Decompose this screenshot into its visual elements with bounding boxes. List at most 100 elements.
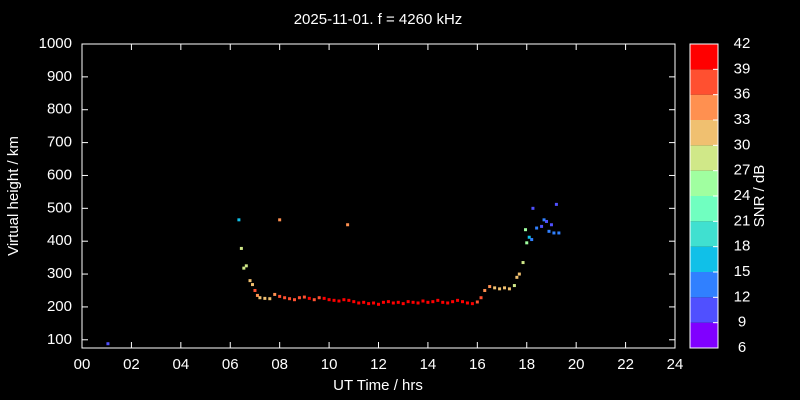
data-point [278, 218, 282, 222]
data-point [525, 241, 529, 245]
y-tick-label: 1000 [39, 35, 72, 52]
colorbar-tick-label: 27 [734, 162, 751, 179]
data-point [524, 228, 528, 232]
colorbar-tick-label: 18 [734, 238, 751, 255]
x-tick-label: 08 [271, 356, 288, 373]
data-point [347, 298, 351, 302]
colorbar-tick-label: 39 [734, 60, 751, 77]
colorbar-band [690, 297, 718, 323]
colorbar-band [690, 196, 718, 222]
y-tick-label: 300 [47, 265, 72, 282]
data-point [507, 287, 511, 291]
colorbar-tick-label: 9 [738, 314, 746, 331]
data-point [372, 301, 376, 305]
data-point [549, 223, 553, 227]
y-tick-label: 100 [47, 331, 72, 348]
data-point [542, 218, 546, 222]
data-point [297, 296, 301, 300]
data-point [377, 302, 380, 306]
data-point [446, 301, 450, 305]
data-point [512, 284, 516, 288]
colorbar-band [690, 221, 718, 247]
data-point [483, 288, 487, 292]
data-point [470, 302, 474, 306]
data-point [239, 246, 243, 250]
data-point [337, 299, 341, 303]
data-point [288, 297, 292, 301]
x-tick-label: 06 [222, 356, 239, 373]
colorbar-band [690, 322, 718, 348]
data-point [456, 298, 460, 302]
y-tick-label: 400 [47, 232, 72, 249]
data-point [426, 300, 430, 304]
x-axis-label: UT Time / hrs [333, 377, 423, 394]
x-tick-label: 02 [123, 356, 140, 373]
data-point [253, 288, 257, 292]
colorbar-band [690, 246, 718, 272]
colorbar-tick-label: 12 [734, 288, 751, 305]
data-point [436, 298, 440, 302]
data-point [540, 224, 544, 228]
data-point [557, 231, 561, 235]
data-point [322, 296, 326, 300]
data-point [406, 300, 410, 304]
x-tick-label: 16 [469, 356, 486, 373]
data-point [237, 218, 241, 222]
y-tick-label: 700 [47, 134, 72, 151]
data-point [479, 296, 483, 300]
data-point [362, 300, 366, 304]
data-point [411, 300, 415, 304]
data-point [441, 300, 445, 304]
data-point [352, 300, 356, 304]
data-point [531, 206, 535, 210]
colorbar-tick-label: 15 [734, 263, 751, 280]
x-tick-label: 22 [617, 356, 634, 373]
chart-title: 2025-11-01. f = 4260 kHz [294, 11, 463, 28]
data-point [332, 298, 336, 302]
colorbar-tick-label: 42 [734, 35, 751, 52]
data-point [461, 300, 465, 304]
data-point [327, 298, 331, 302]
data-point [106, 342, 110, 346]
data-point [515, 275, 519, 279]
data-point [431, 300, 435, 304]
data-point [465, 301, 469, 305]
data-point [527, 235, 531, 239]
colorbar-band [690, 44, 718, 70]
data-point [552, 231, 556, 235]
data-point [381, 300, 385, 304]
data-point [250, 283, 254, 287]
data-point [317, 296, 321, 300]
colorbar-tick-label: 6 [738, 339, 746, 356]
colorbar-tick-label: 36 [734, 86, 751, 103]
colorbar-label: SNR / dB [751, 165, 768, 228]
data-point [244, 264, 248, 268]
data-point [263, 296, 267, 300]
colorbar-tick-label: 24 [734, 187, 751, 204]
x-tick-label: 24 [667, 356, 684, 373]
x-tick-label: 00 [74, 356, 91, 373]
data-point [273, 292, 277, 296]
colorbar-band [690, 272, 718, 298]
data-point [493, 286, 497, 290]
data-point [416, 301, 420, 305]
x-tick-label: 04 [172, 356, 189, 373]
data-point [342, 298, 346, 302]
x-tick-label: 14 [420, 356, 437, 373]
data-point [258, 296, 262, 300]
data-point [292, 298, 296, 302]
data-point [346, 223, 350, 227]
y-tick-label: 500 [47, 199, 72, 216]
data-point [498, 287, 502, 291]
data-point [312, 298, 316, 302]
x-tick-label: 20 [568, 356, 585, 373]
x-tick-label: 12 [370, 356, 387, 373]
data-point [547, 229, 551, 233]
data-point [535, 226, 539, 230]
data-point [401, 302, 405, 306]
data-point [367, 302, 371, 306]
colorbar-tick-label: 33 [734, 111, 751, 128]
data-point [475, 300, 479, 304]
colorbar-band [690, 145, 718, 171]
